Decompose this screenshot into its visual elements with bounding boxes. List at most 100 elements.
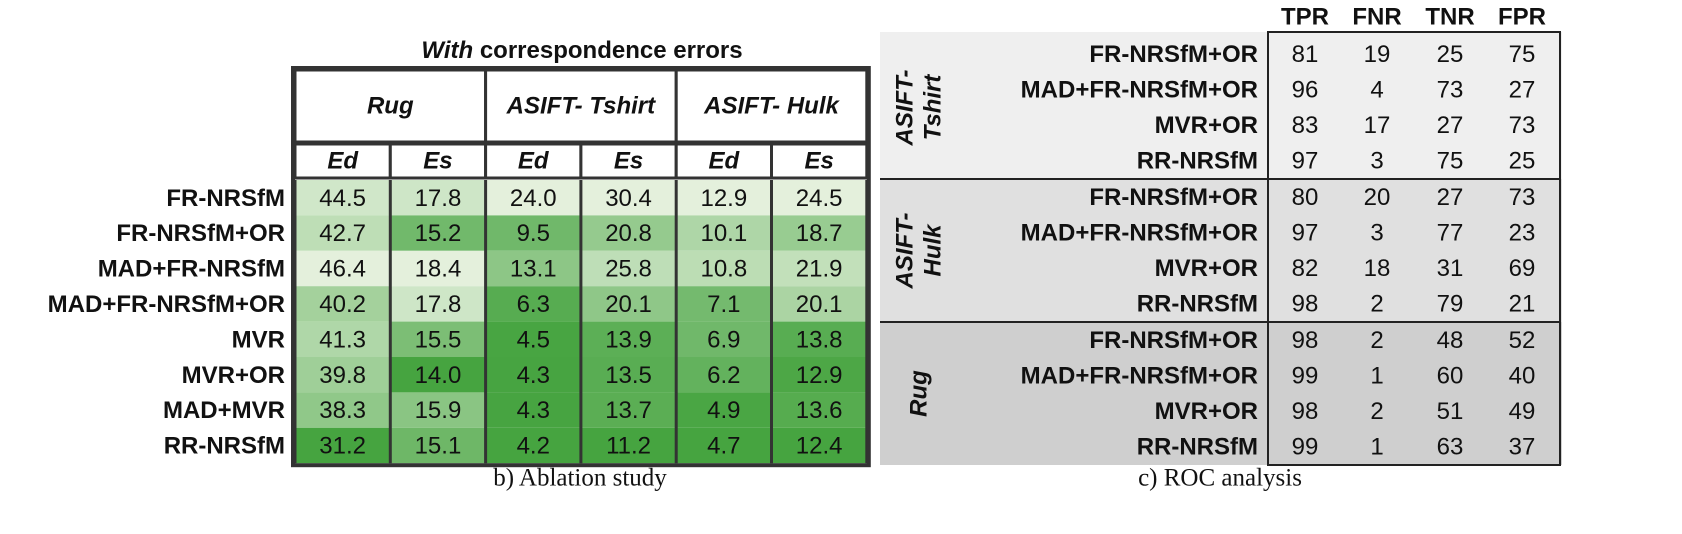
group-header-cell [674, 68, 869, 144]
row-label: MAD+MVR [163, 397, 285, 424]
heat-cell [485, 180, 581, 216]
cell-value: 4.2 [517, 433, 550, 460]
title-text: correspondence errors [480, 37, 743, 64]
group-header: Rug [367, 92, 414, 119]
heat-cell [295, 286, 391, 322]
heat-cell [771, 392, 867, 428]
ablation-caption: b) Ablation study [493, 465, 667, 492]
heat-cell [485, 357, 581, 393]
table-border [291, 66, 871, 468]
cell-value: 25.8 [605, 256, 652, 283]
cell-value: 73 [1509, 112, 1536, 139]
heat-cell [676, 357, 772, 393]
cell-value: 73 [1509, 184, 1536, 211]
heat-cell [390, 357, 486, 393]
heat-cell [485, 286, 581, 322]
ablation-title: With correspondence errors [421, 37, 742, 64]
row-label: MVR+OR [182, 362, 285, 389]
cell-value: 98 [1292, 291, 1319, 318]
row-label: MAD+FR-NRSfM+OR [1021, 77, 1258, 104]
cell-value: 10.1 [700, 220, 747, 247]
roc-header: FPR [1498, 3, 1546, 30]
cell-value: 6.2 [707, 362, 740, 389]
cell-value: 79 [1437, 291, 1464, 318]
subheader-cell [388, 142, 488, 180]
heat-cell [390, 427, 486, 464]
heat-cell [295, 392, 391, 428]
cell-value: 20.1 [796, 291, 843, 318]
group-label: ASIFT- [891, 212, 918, 289]
cell-value: 31.2 [319, 433, 366, 460]
row-label: MVR+OR [1155, 255, 1258, 282]
group-label: Tshirt [919, 74, 946, 141]
heat-cell [580, 357, 677, 393]
cell-value: 52 [1509, 327, 1536, 354]
cell-value: 97 [1292, 148, 1319, 175]
cell-value: 97 [1292, 220, 1319, 247]
group-band [880, 32, 1562, 179]
cell-value: 21.9 [796, 256, 843, 283]
cell-value: 20.8 [605, 220, 652, 247]
subheader: Es [804, 147, 833, 174]
heat-cell [390, 215, 486, 251]
cell-value: 12.9 [700, 185, 747, 212]
heat-cell [580, 392, 677, 428]
cell-value: 83 [1292, 112, 1319, 139]
cell-value: 99 [1292, 363, 1319, 390]
heat-cell [295, 321, 391, 357]
heat-cell [485, 392, 581, 428]
cell-value: 4 [1370, 77, 1383, 104]
row-label: FR-NRSfM+OR [1089, 327, 1258, 354]
cell-value: 4.9 [707, 397, 740, 424]
subheader-cell [293, 142, 392, 180]
cell-value: 13.7 [605, 397, 652, 424]
cell-value: 20.1 [605, 291, 652, 318]
cell-value: 31 [1437, 255, 1464, 282]
cell-value: 10.8 [700, 256, 747, 283]
cell-value: 15.5 [415, 326, 462, 353]
cell-value: 40 [1509, 363, 1536, 390]
cell-value: 75 [1509, 41, 1536, 68]
cell-value: 14.0 [415, 362, 462, 389]
cell-value: 6.3 [517, 291, 550, 318]
heat-cell [676, 392, 772, 428]
cell-value: 13.6 [796, 397, 843, 424]
cell-value: 4.3 [517, 397, 550, 424]
cell-value: 4.5 [517, 326, 550, 353]
cell-value: 2 [1370, 291, 1383, 318]
row-label: MAD+FR-NRSfM+OR [1021, 220, 1258, 247]
roc-caption: c) ROC analysis [1138, 465, 1302, 492]
heat-cell [390, 250, 486, 287]
cell-value: 37 [1509, 434, 1536, 461]
cell-value: 96 [1292, 77, 1319, 104]
row-label: MAD+FR-NRSfM+OR [1021, 363, 1258, 390]
cell-value: 60 [1437, 363, 1464, 390]
cell-value: 12.4 [796, 433, 843, 460]
row-label: RR-NRSfM [1137, 148, 1258, 175]
cell-value: 98 [1292, 327, 1319, 354]
cell-value: 27 [1437, 184, 1464, 211]
heat-cell [676, 321, 772, 357]
heat-cell [295, 357, 391, 393]
cell-value: 13.1 [510, 256, 557, 283]
heat-cell [485, 250, 581, 287]
row-label: MVR+OR [1155, 398, 1258, 425]
heat-cell [676, 250, 772, 287]
cell-value: 17 [1364, 112, 1391, 139]
heat-cell [676, 215, 772, 251]
heat-cell [771, 180, 867, 216]
row-label: MAD+FR-NRSfM+OR [48, 291, 285, 318]
cell-value: 24.5 [796, 185, 843, 212]
cell-value: 9.5 [517, 220, 550, 247]
cell-value: 27 [1509, 77, 1536, 104]
subheader-cell [484, 142, 583, 180]
cell-value: 25 [1509, 148, 1536, 175]
cell-value: 98 [1292, 398, 1319, 425]
cell-value: 24.0 [510, 185, 557, 212]
cell-value: 46.4 [319, 256, 366, 283]
heat-cell [390, 321, 486, 357]
cell-value: 42.7 [319, 220, 366, 247]
cell-value: 15.1 [415, 433, 462, 460]
